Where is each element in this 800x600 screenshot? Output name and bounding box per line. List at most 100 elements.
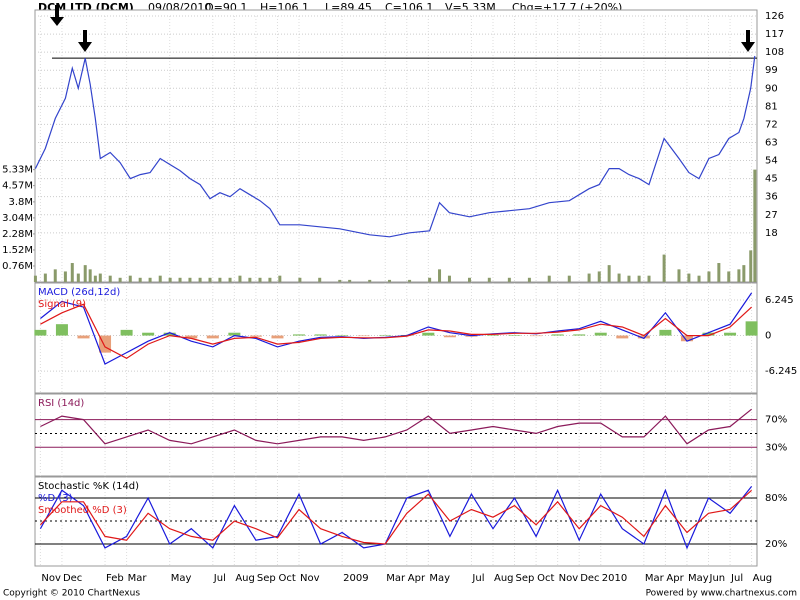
x-tick-label: Sep xyxy=(516,573,535,584)
volume-bar xyxy=(188,277,192,282)
histogram-bar xyxy=(185,335,198,339)
volume-bar xyxy=(33,275,37,282)
y-tick-label: 80% xyxy=(765,493,787,504)
volume-bar xyxy=(83,265,87,282)
volume-bar xyxy=(687,273,691,282)
y-tick-label: 20% xyxy=(765,539,787,550)
x-tick-label: May xyxy=(688,573,709,584)
histogram-bar xyxy=(120,329,133,336)
y-tick-label: 108 xyxy=(765,47,784,58)
y-tick-label: 99 xyxy=(765,65,778,76)
histogram-bar xyxy=(616,335,629,339)
volume-bar xyxy=(43,273,47,282)
histogram-bar xyxy=(745,321,758,336)
series-line xyxy=(40,408,752,445)
volume-bar xyxy=(368,279,372,282)
histogram-bar xyxy=(443,335,456,338)
volume-bar xyxy=(348,279,352,282)
y-tick-label: 81 xyxy=(765,101,778,112)
series-line xyxy=(40,303,753,359)
y-tick-label: -6.245 xyxy=(765,366,797,377)
volume-bar xyxy=(677,269,681,282)
volume-bar xyxy=(218,277,222,282)
volume-bar xyxy=(617,273,621,282)
histogram-bar xyxy=(249,335,262,337)
y2-tick-label: 5.33M xyxy=(2,165,33,176)
panel-frame xyxy=(34,393,758,477)
volume-bar xyxy=(637,275,641,282)
x-tick-label: 2010 xyxy=(602,573,627,584)
y-tick-label: 90 xyxy=(765,83,778,94)
volume-bar xyxy=(318,277,322,282)
histogram-bar xyxy=(422,332,435,336)
volume-bar xyxy=(707,271,711,282)
y-tick-label: 36 xyxy=(765,192,778,203)
volume-bar xyxy=(93,275,97,282)
histogram-bar xyxy=(551,334,564,336)
histogram-bar xyxy=(271,335,284,339)
y-tick-label: 0 xyxy=(765,331,771,342)
volume-bar xyxy=(742,265,746,282)
volume-bar xyxy=(587,273,591,282)
volume-bar xyxy=(467,277,471,282)
volume-bar xyxy=(607,265,611,282)
volume-bar xyxy=(198,277,202,282)
volume-bar xyxy=(278,275,282,282)
histogram-bar xyxy=(34,329,47,336)
x-tick-label: Apr xyxy=(408,573,426,584)
x-tick-label: Oct xyxy=(537,573,554,584)
y2-tick-label: 3.8M xyxy=(8,197,33,208)
histogram-bar xyxy=(336,334,349,336)
histogram-bar xyxy=(293,334,306,336)
histogram-bar xyxy=(77,335,90,339)
legend-entry: %D (3) xyxy=(38,493,73,504)
copyright: Copyright © 2010 ChartNexus xyxy=(3,589,140,599)
x-tick-label: Sep xyxy=(257,573,276,584)
y-tick-label: 6.245 xyxy=(765,295,794,306)
x-tick-label: May xyxy=(429,573,450,584)
y-tick-label: 27 xyxy=(765,210,778,221)
plots: 126 117 108 99 90 81 72 63 54 45 36 27 18 5.33M 4.57M 3… xyxy=(2,9,797,584)
arrow xyxy=(741,30,755,52)
volume-bar xyxy=(662,254,666,282)
x-tick-label: Mar xyxy=(128,573,148,584)
volume-bar xyxy=(248,277,252,282)
x-tick-label: Aug xyxy=(753,573,773,584)
histogram-bar xyxy=(594,332,607,336)
y-tick-label: 54 xyxy=(765,156,778,167)
series-line xyxy=(34,55,756,238)
volume-bar xyxy=(128,275,132,282)
histogram-bar xyxy=(508,334,521,336)
x-tick-label: Nov xyxy=(41,573,61,584)
x-tick-label: Aug xyxy=(235,573,255,584)
volume-bar xyxy=(98,273,102,282)
histogram-bar xyxy=(530,335,543,337)
x-tick-label: Dec xyxy=(63,573,82,584)
x-tick-label: Jun xyxy=(709,573,726,584)
y2-tick-label: 3.04M xyxy=(2,213,33,224)
arrows xyxy=(50,5,755,52)
y-tick-label: 126 xyxy=(765,11,784,22)
volume-bar xyxy=(749,250,753,282)
volume-bar xyxy=(268,277,272,282)
volume-bar xyxy=(228,277,232,282)
volume-bar xyxy=(88,269,92,282)
volume-bar xyxy=(208,277,212,282)
volume-bar xyxy=(298,277,302,282)
y-tick-label: 63 xyxy=(765,137,778,148)
powered-by: Powered by www.chartnexus.com xyxy=(646,589,797,599)
y-tick-label: 117 xyxy=(765,29,784,40)
histogram-bar xyxy=(659,329,672,336)
arrow xyxy=(78,30,92,52)
volume-bar xyxy=(148,277,152,282)
legend-entry: MACD (26d,12d) xyxy=(38,287,120,298)
volume-bar xyxy=(138,277,142,282)
x-tick-label: Jul xyxy=(213,573,226,584)
volume-bar xyxy=(118,277,122,282)
volume-bar xyxy=(647,275,651,282)
y-tick-label: 18 xyxy=(765,228,778,239)
legend-entry: Smoothed %D (3) xyxy=(38,505,127,516)
volume-bar xyxy=(178,277,182,282)
x-tick-label: Apr xyxy=(666,573,684,584)
